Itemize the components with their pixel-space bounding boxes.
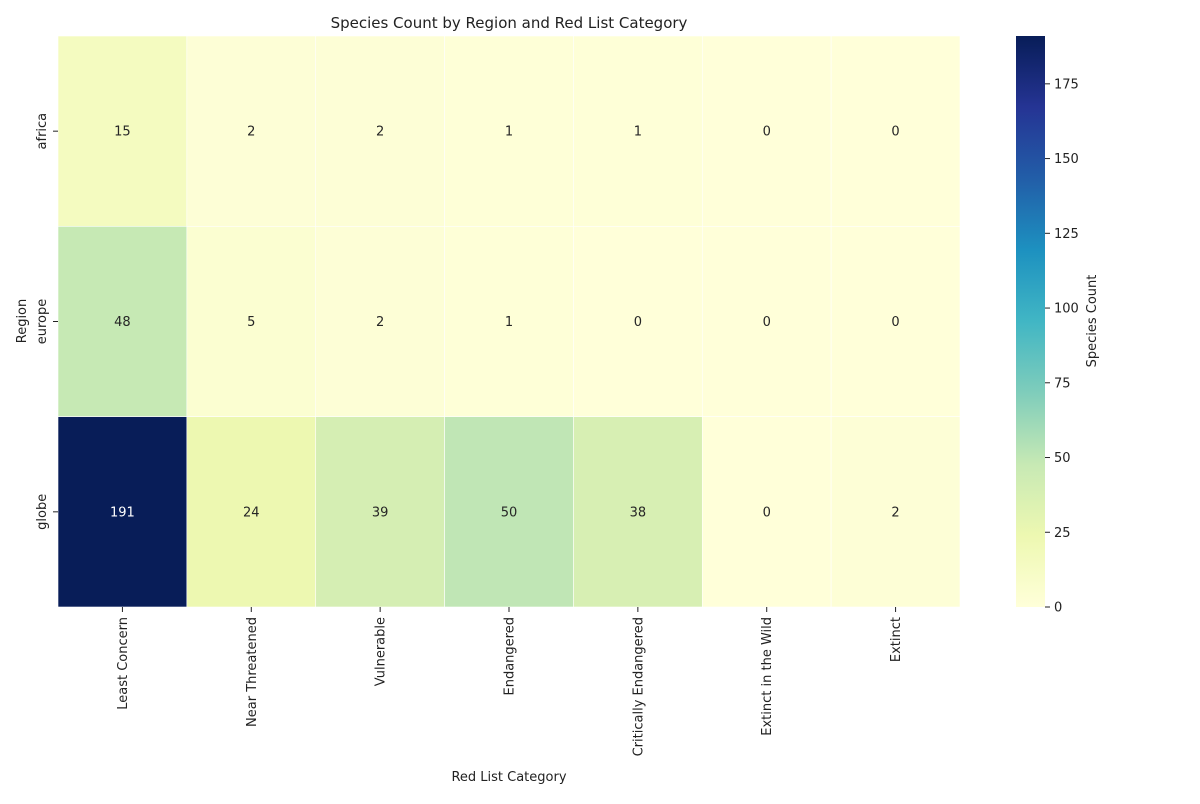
y-axis: africa europe globe <box>35 113 58 530</box>
colorbar-tick-label: 100 <box>1054 302 1079 317</box>
x-tick-label: Critically Endangered <box>631 617 646 756</box>
cell-value-label: 48 <box>114 315 131 330</box>
x-tick-label: Extinct in the Wild <box>760 617 775 736</box>
cell-value-label: 0 <box>763 505 771 520</box>
heatmap-cell <box>701 226 832 417</box>
x-axis: Least Concern Near Threatened Vulnerable En… <box>116 607 904 756</box>
cell-value-label: 1 <box>634 125 642 140</box>
x-tick-label: Extinct <box>889 617 904 662</box>
cell-value-label: 38 <box>630 505 647 520</box>
cell-value-label: 2 <box>891 505 899 520</box>
cell-value-label: 0 <box>763 315 771 330</box>
heatmap-cell <box>186 416 317 608</box>
y-tick-label: europe <box>35 299 50 345</box>
colorbar-tick-label: 125 <box>1054 227 1079 242</box>
cell-value-label: 0 <box>634 315 642 330</box>
heatmap-cell <box>315 226 445 417</box>
cell-value-label: 1 <box>505 125 513 140</box>
colorbar-label: Species Count <box>1085 275 1100 368</box>
colorbar-tick-label: 75 <box>1054 376 1071 391</box>
chart-title: Species Count by Region and Red List Cat… <box>331 14 688 32</box>
heatmap-cell <box>830 226 961 417</box>
colorbar-tick-label: 25 <box>1054 526 1071 541</box>
cell-value-label: 0 <box>763 125 771 140</box>
colorbar-gradient <box>1016 36 1045 607</box>
colorbar: 0 25 50 75 100 125 150 175 <box>1016 36 1079 616</box>
heatmap-cell <box>444 35 574 227</box>
x-tick-label: Vulnerable <box>374 617 389 686</box>
heatmap-cell <box>573 35 703 227</box>
colorbar-tick-label: 175 <box>1054 77 1079 92</box>
cell-value-label: 2 <box>376 315 384 330</box>
cell-value-label: 24 <box>243 505 260 520</box>
cell-value-label: 2 <box>247 125 255 140</box>
y-axis-label: Region <box>15 299 30 344</box>
cell-value-label: 0 <box>891 125 899 140</box>
cell-value-label: 0 <box>891 315 899 330</box>
x-tick-label: Near Threatened <box>245 617 260 727</box>
y-tick-label: africa <box>35 113 50 150</box>
heatmap-cell <box>573 416 703 608</box>
x-tick-label: Least Concern <box>116 617 131 710</box>
cell-value-label: 1 <box>505 315 513 330</box>
x-tick-label: Endangered <box>503 617 518 695</box>
cell-value-label: 2 <box>376 125 384 140</box>
colorbar-tick-label: 50 <box>1054 451 1071 466</box>
heatmap-cell <box>315 416 445 608</box>
colorbar-tick-label: 150 <box>1054 152 1079 167</box>
heatmap-cell <box>186 35 317 227</box>
heatmap-cell <box>57 226 188 417</box>
cell-value-label: 39 <box>372 505 389 520</box>
cell-value-label: 191 <box>110 505 135 520</box>
cell-value-label: 50 <box>501 505 518 520</box>
colorbar-tick-label: 0 <box>1054 601 1062 616</box>
heatmap-cells: 15 2 2 1 1 0 0 48 5 2 1 0 0 0 191 24 39 50 38 0 2 <box>57 35 961 608</box>
cell-value-label: 5 <box>247 315 255 330</box>
heatmap-cell <box>573 226 703 417</box>
x-axis-label: Red List Category <box>451 770 566 785</box>
heatmap-cell <box>57 35 188 227</box>
heatmap-cell <box>830 35 961 227</box>
heatmap-cell <box>701 416 832 608</box>
heatmap-cell <box>57 416 188 608</box>
heatmap-cell <box>701 35 832 227</box>
cell-value-label: 15 <box>114 125 131 140</box>
heatmap-cell <box>444 416 574 608</box>
y-tick-label: globe <box>35 494 50 530</box>
heatmap-cell <box>315 35 445 227</box>
heatmap-cell <box>830 416 961 608</box>
